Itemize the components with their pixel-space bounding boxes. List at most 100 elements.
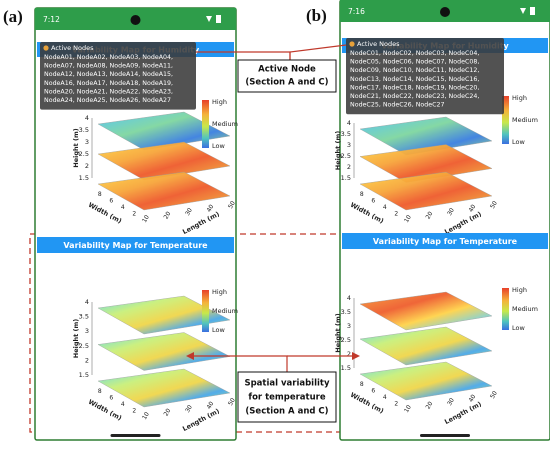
height-tick-label: 3 (85, 138, 89, 146)
width-tick-label: 2 (394, 400, 398, 407)
colorbar-medium: Medium (212, 120, 238, 128)
surface-layer (359, 144, 493, 183)
height-tick-label: 2 (347, 163, 351, 171)
surface-layer (359, 326, 493, 366)
length-tick-label: 30 (184, 207, 194, 217)
length-tick-label: 50 (489, 200, 499, 210)
arrow-head (186, 352, 194, 360)
content: (a)7:12Variability Map for Humidity1.522… (3, 0, 550, 441)
active-nodes-line: NodeC13, NodeC14, NodeC15, NodeC16, (350, 76, 479, 83)
length-tick-label: 40 (206, 203, 216, 213)
height-tick-label: 4 (347, 119, 351, 127)
length-tick-label: 10 (141, 411, 151, 421)
active-nodes-title: Active Nodes (51, 44, 94, 52)
length-tick-label: 30 (446, 397, 456, 407)
length-tick-label: 20 (163, 210, 173, 220)
colorbar-high: High (212, 98, 227, 106)
active-nodes-line: NodeC25, NodeC26, NodeC27 (350, 102, 445, 109)
colorbar-medium: Medium (512, 305, 538, 313)
width-tick-label: 2 (394, 210, 398, 217)
height-tick-label: 3 (347, 322, 351, 330)
status-icons (520, 7, 535, 15)
arrow-head (352, 352, 360, 360)
height-axis-label: Height (m) (334, 131, 342, 170)
width-tick-label: 6 (109, 394, 113, 401)
colorbar (202, 100, 209, 148)
status-icons (206, 15, 221, 23)
callout-text: (Section A and C) (245, 407, 328, 417)
surface-layer (97, 368, 231, 408)
colorbar (202, 290, 209, 332)
height-tick-label: 2.5 (79, 150, 89, 158)
height-tick-label: 2.5 (341, 336, 351, 344)
colorbar (502, 288, 509, 330)
width-tick-label: 8 (98, 191, 102, 198)
colorbar-medium: Medium (512, 116, 538, 124)
length-tick-label: 50 (227, 200, 237, 210)
temperature-title: Variability Map for Temperature (63, 241, 208, 250)
length-tick-label: 50 (489, 390, 499, 400)
width-tick-label: 4 (383, 394, 387, 401)
height-tick-label: 3.5 (341, 308, 351, 316)
colorbar-low: Low (212, 326, 225, 334)
active-nodes-line: NodeA07, NodeA08, NodeA09, NodeA11, (44, 63, 173, 70)
surface-layer (359, 291, 493, 331)
height-axis-label: Height (m) (334, 313, 342, 352)
colorbar (502, 96, 509, 144)
surface-layer (97, 295, 231, 335)
height-tick-label: 3.5 (341, 130, 351, 138)
height-tick-label: 1.5 (341, 364, 351, 372)
callout-box (237, 59, 337, 93)
height-tick-label: 3 (347, 141, 351, 149)
active-nodes-icon (349, 41, 355, 47)
temperature-title: Variability Map for Temperature (373, 237, 518, 246)
callout-text: Active Node (258, 65, 316, 75)
height-axis-label: Height (m) (72, 319, 80, 358)
length-tick-label: 40 (468, 393, 478, 403)
active-nodes-line: NodeA20, NodeA21, NodeA22, NodeA23, (44, 88, 173, 95)
width-tick-label: 6 (371, 197, 375, 204)
height-tick-label: 1.5 (341, 174, 351, 182)
height-tick-label: 4 (85, 114, 89, 122)
height-tick-label: 2 (85, 162, 89, 170)
height-tick-label: 1.5 (79, 174, 89, 182)
colorbar-high: High (512, 286, 527, 294)
camera (440, 7, 450, 17)
active-nodes-line: NodeC17, NodeC18, NodeC19, NodeC20, (350, 84, 479, 91)
width-tick-label: 8 (360, 191, 364, 198)
surface-layer (97, 111, 231, 151)
active-nodes-line: NodeA24, NodeA25, NodeA26, NodeA27 (44, 97, 171, 104)
length-tick-label: 20 (163, 407, 173, 417)
active-nodes-overlay (346, 38, 504, 115)
surface-layer (359, 171, 493, 211)
active-nodes-line: NodeC01, NodeC02, NodeC03, NodeC04, (350, 50, 479, 57)
colorbar-high: High (212, 288, 227, 296)
camera (130, 15, 141, 25)
temperature-title-bar (37, 237, 234, 253)
height-tick-label: 2.5 (341, 152, 351, 160)
height-tick-label: 3.5 (79, 313, 89, 321)
status-time: 7:12 (43, 15, 60, 24)
active-nodes-line: NodeA12, NodeA13, NodeA14, NodeA15, (44, 71, 173, 78)
temperature-title-bar (342, 233, 548, 249)
height-tick-label: 3 (85, 327, 89, 335)
panel-label: (a) (3, 7, 23, 26)
height-tick-label: 1.5 (79, 371, 89, 379)
height-tick-label: 4 (347, 294, 351, 302)
width-tick-label: 6 (371, 387, 375, 394)
colorbar-low: Low (512, 138, 525, 146)
surface-layer (97, 171, 231, 211)
width-tick-label: 4 (383, 204, 387, 211)
colorbar-high: High (512, 94, 527, 102)
length-tick-label: 40 (206, 400, 216, 410)
width-tick-label: 4 (121, 204, 125, 211)
panel-label: (b) (306, 6, 327, 25)
active-nodes-line: NodeA16, NodeA17, NodeA18, NodeA19, (44, 80, 173, 87)
height-tick-label: 2.5 (79, 342, 89, 350)
width-tick-label: 2 (132, 407, 136, 414)
length-tick-label: 30 (184, 404, 194, 414)
colorbar-low: Low (212, 142, 225, 150)
